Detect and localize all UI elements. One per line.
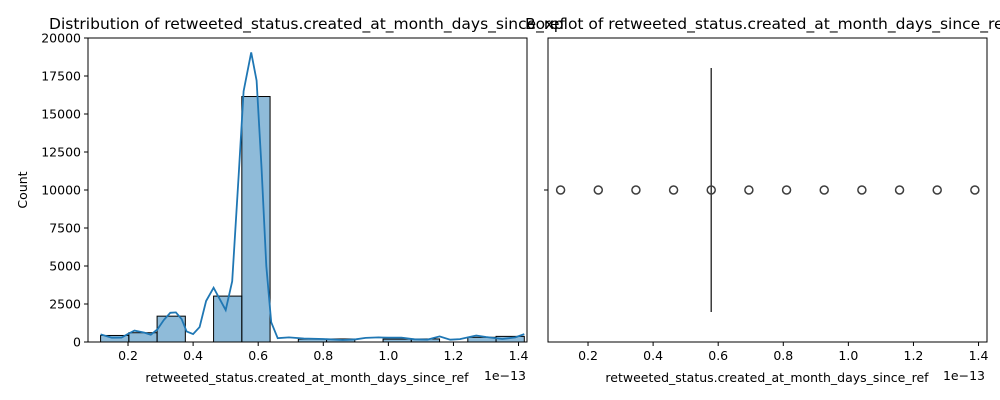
boxplot-elements [555,68,980,312]
boxplot-x-tick-label: 1.4 [969,348,989,363]
histogram-y-tick-label: 2500 [49,297,81,312]
boxplot-plot-area [548,38,987,342]
boxplot-outlier [668,185,679,195]
histogram-y-tick-label: 15000 [41,107,81,122]
histogram-x-tick-label: 1.0 [378,348,398,363]
boxplot-x-label: retweeted_status.created_at_month_days_s… [605,370,929,385]
histogram-y-tick-label: 5000 [49,259,81,274]
boxplot-outlier [932,185,942,195]
boxplot-outlier [894,185,905,195]
boxplot-outlier [970,185,980,195]
boxplot-outlier [706,185,716,195]
boxplot-outlier [819,185,829,195]
boxplot-x-ticks: 0.2 0.4 0.6 0.8 1.0 1.2 1.4 [578,342,989,363]
histogram-x-offset: 1e−13 [484,368,526,383]
histogram-y-tick-label: 17500 [41,69,81,84]
boxplot-x-offset: 1e−13 [943,368,985,383]
boxplot-outlier [857,185,867,195]
histogram-x-tick-label: 0.6 [248,348,268,363]
histogram-kde-line [100,52,525,341]
boxplot-x-tick-label: 1.0 [838,348,858,363]
histogram-x-tick-label: 1.4 [509,348,529,363]
boxplot-outlier [555,185,566,195]
boxplot-x-tick-label: 0.6 [708,348,728,363]
boxplot-outlier [631,185,641,195]
histogram-y-label: Count [15,171,30,208]
boxplot-title: Boxplot of retweeted_status.created_at_m… [525,15,1000,34]
histogram-y-ticks: 0 2500 5000 7500 10000 12500 15000 17500 20000 [41,31,88,350]
boxplot-panel: 0.2 0.4 0.6 0.8 1.0 1.2 1.4 Boxplot of retweet… [525,15,1000,385]
histogram-y-tick-label: 10000 [41,183,81,198]
histogram-y-tick-label: 0 [73,335,81,350]
histogram-y-tick-label: 20000 [41,31,81,46]
boxplot-x-tick-label: 0.2 [578,348,598,363]
boxplot-x-tick-label: 0.8 [773,348,793,363]
boxplot-outlier [781,185,792,195]
histogram-panel: 0.2 0.4 0.6 0.8 1.0 1.2 1.4 0 2500 5000 7500 10000… [15,15,566,385]
histogram-x-tick-label: 0.4 [183,348,203,363]
histogram-x-ticks: 0.2 0.4 0.6 0.8 1.0 1.2 1.4 [118,342,529,363]
histogram-bar [156,315,186,343]
histogram-x-tick-label: 0.2 [118,348,138,363]
boxplot-outlier [744,185,754,195]
histogram-y-tick-label: 7500 [49,221,81,236]
histogram-plot-area [88,38,527,342]
histogram-y-tick-label: 12500 [41,145,81,160]
histogram-x-tick-label: 1.2 [444,348,464,363]
histogram-x-label: retweeted_status.created_at_month_days_s… [145,370,469,385]
boxplot-x-tick-label: 1.2 [904,348,924,363]
histogram-title: Distribution of retweeted_status.created… [49,15,565,34]
boxplot-outlier [593,185,604,195]
boxplot-x-tick-label: 0.4 [643,348,663,363]
histogram-bar [241,96,271,343]
histogram-x-tick-label: 0.8 [313,348,333,363]
